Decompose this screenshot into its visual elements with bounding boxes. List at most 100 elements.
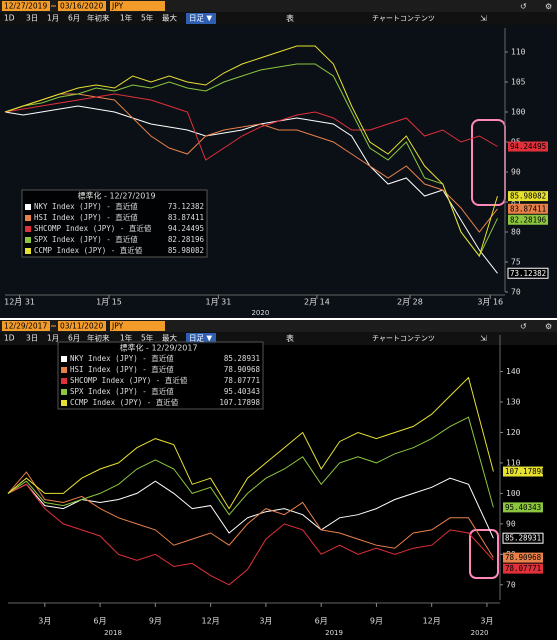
legend-swatch <box>25 204 31 210</box>
date-input[interactable] <box>2 1 50 11</box>
last-value-label: 95.40343 <box>505 503 541 512</box>
icon[interactable]: ↺ <box>520 322 527 331</box>
frequency-button[interactable] <box>186 13 216 24</box>
icon[interactable]: ⚙ <box>545 2 552 11</box>
last-value-label: 94.24495 <box>510 142 546 151</box>
icon[interactable]: ⇲ <box>480 14 487 23</box>
legend-swatch <box>61 389 67 395</box>
x-tick-label: 2月 28 <box>397 298 423 307</box>
legend-value: 78.90968 <box>224 365 261 374</box>
period-button[interactable]: 1D <box>4 334 15 343</box>
date-input[interactable] <box>58 321 106 331</box>
highlight-box <box>469 529 499 579</box>
y-tick-label: 110 <box>506 458 521 467</box>
x-tick-label: 2月 14 <box>304 298 330 307</box>
legend-name: SPX Index (JPY) - 直近値 <box>70 386 174 396</box>
x-tick-label: 3月 <box>38 617 51 626</box>
year-label: 2020 <box>471 629 489 637</box>
period-button[interactable]: 最大 <box>162 13 177 23</box>
currency-input[interactable] <box>110 321 165 331</box>
content-button[interactable]: チャートコンテンツ <box>372 15 435 23</box>
legend-value: 85.98082 <box>168 246 204 255</box>
legend-value: 94.24495 <box>168 224 204 233</box>
y-tick-label: 80 <box>511 228 521 237</box>
series-line <box>7 471 494 558</box>
currency[interactable]: JPY <box>111 2 124 11</box>
legend-value: 107.17898 <box>219 398 260 407</box>
x-tick-label: 6月 <box>94 617 107 626</box>
frequency[interactable]: 日足 ▼ <box>189 334 212 343</box>
y-tick-label: 140 <box>506 367 521 376</box>
period-button[interactable]: 1年 <box>120 13 133 23</box>
icon[interactable]: ↺ <box>520 2 527 11</box>
legend-swatch <box>25 226 31 232</box>
legend-swatch <box>61 378 67 384</box>
period-button[interactable]: 3日 <box>26 334 38 343</box>
period-button[interactable]: 6月 <box>68 14 80 23</box>
legend-name: NKY Index (JPY) - 直近値 <box>34 201 138 211</box>
x-tick-label: 12月 <box>423 617 441 626</box>
y-tick-label: 85 <box>511 198 521 207</box>
period-button[interactable]: 最大 <box>162 333 177 343</box>
last-value-label: 73.12382 <box>510 269 546 278</box>
x-tick-label: 3月 16 <box>477 298 503 307</box>
currency[interactable]: JPY <box>111 322 124 331</box>
x-tick-label: 1月 31 <box>206 298 232 307</box>
x-tick-label: 3月 <box>259 617 272 626</box>
start-date[interactable]: 12/27/2019 <box>4 2 47 11</box>
frequency[interactable]: 日足 ▼ <box>189 14 212 23</box>
legend-swatch <box>25 248 31 254</box>
start-date[interactable]: 12/29/2017 <box>4 322 47 331</box>
series-line <box>4 93 498 233</box>
end-date[interactable]: 03/11/2020 <box>60 322 103 331</box>
legend-name: HSI Index (JPY) - 直近値 <box>34 212 138 222</box>
period-button[interactable]: 5年 <box>141 13 154 23</box>
legend-value: 82.28196 <box>168 235 205 244</box>
frequency-button[interactable] <box>186 333 216 344</box>
content-button[interactable]: チャートコンテンツ <box>372 335 435 343</box>
table-button[interactable]: 表 <box>286 13 294 23</box>
value-badge <box>507 267 549 279</box>
currency-input[interactable] <box>110 1 165 11</box>
legend-box <box>21 189 208 258</box>
series-line <box>7 416 494 516</box>
legend-value: 78.07771 <box>224 376 260 385</box>
value-badge <box>503 552 543 563</box>
value-badge <box>502 532 544 544</box>
x-tick-label: 9月 <box>149 617 162 626</box>
value-badge <box>508 191 548 202</box>
series-line <box>4 63 498 257</box>
legend-name: SPX Index (JPY) - 直近値 <box>34 234 138 244</box>
legend-box <box>57 341 264 410</box>
y-tick-label: 90 <box>511 168 521 177</box>
period-button[interactable]: 1月 <box>47 14 59 23</box>
legend-value: 95.40343 <box>224 387 260 396</box>
period-button[interactable]: 1月 <box>47 334 59 343</box>
x-tick-label: 12月 <box>202 617 220 626</box>
icon[interactable]: ⚙ <box>545 322 552 331</box>
date-input[interactable] <box>2 321 50 331</box>
y-tick-label: 90 <box>506 519 516 528</box>
period-button[interactable]: 1D <box>4 14 15 23</box>
year-label: 2020 <box>251 309 269 317</box>
legend-name: CCMP Index (JPY) - 直近値 <box>34 245 143 255</box>
period-button[interactable]: 1年 <box>120 333 133 343</box>
last-value-label: 83.87411 <box>510 204 546 213</box>
period-button[interactable]: 3日 <box>26 14 38 23</box>
period-button[interactable]: 5年 <box>141 333 154 343</box>
legend-swatch <box>61 400 67 406</box>
x-tick-label: 3月 <box>480 617 493 626</box>
x-tick-label: 6月 <box>315 617 328 626</box>
last-value-label: 107.17898 <box>505 467 546 476</box>
period-button[interactable]: 年初来 <box>87 333 110 343</box>
icon[interactable]: ⇲ <box>480 334 487 343</box>
period-button[interactable]: 年初来 <box>87 13 110 23</box>
series-line <box>4 105 498 274</box>
table-button[interactable]: 表 <box>286 333 294 343</box>
period-button[interactable]: 6月 <box>68 334 80 343</box>
end-date[interactable]: 03/16/2020 <box>60 2 103 11</box>
date-input[interactable] <box>58 1 106 11</box>
legend-value: 73.12382 <box>168 202 204 211</box>
series-line <box>7 483 494 586</box>
